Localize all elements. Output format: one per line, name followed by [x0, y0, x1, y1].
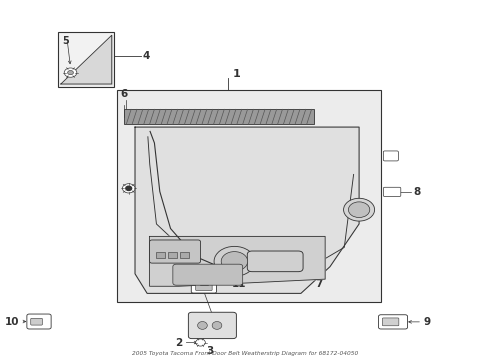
FancyBboxPatch shape — [172, 264, 242, 285]
Circle shape — [122, 184, 135, 193]
Bar — [123, 109, 313, 124]
Polygon shape — [61, 35, 112, 84]
Text: 6: 6 — [120, 89, 127, 99]
FancyBboxPatch shape — [382, 318, 398, 326]
Ellipse shape — [212, 321, 222, 329]
Circle shape — [348, 202, 369, 217]
Circle shape — [195, 339, 205, 346]
Text: 1: 1 — [232, 69, 240, 80]
Text: 11: 11 — [231, 279, 246, 289]
FancyBboxPatch shape — [378, 315, 407, 329]
Text: 10: 10 — [5, 316, 20, 327]
Circle shape — [64, 68, 77, 77]
Circle shape — [67, 71, 73, 75]
Text: 5: 5 — [62, 36, 69, 46]
Circle shape — [343, 198, 374, 221]
Polygon shape — [149, 237, 325, 286]
Ellipse shape — [197, 321, 207, 329]
Text: 7: 7 — [315, 279, 322, 289]
Circle shape — [214, 246, 254, 276]
FancyBboxPatch shape — [195, 279, 212, 291]
Bar — [116, 90, 380, 302]
Text: 8: 8 — [412, 187, 419, 197]
FancyBboxPatch shape — [383, 187, 400, 197]
FancyBboxPatch shape — [383, 151, 398, 161]
FancyBboxPatch shape — [31, 318, 42, 325]
Text: 2: 2 — [175, 338, 182, 347]
Text: 9: 9 — [423, 317, 430, 327]
Bar — [168, 252, 176, 258]
FancyBboxPatch shape — [191, 276, 216, 293]
Circle shape — [221, 252, 247, 271]
Text: 2005 Toyota Tacoma Front Door Belt Weatherstrip Diagram for 68172-04050: 2005 Toyota Tacoma Front Door Belt Weath… — [132, 351, 358, 356]
Polygon shape — [135, 127, 358, 293]
Bar — [180, 252, 188, 258]
Circle shape — [125, 186, 131, 190]
FancyBboxPatch shape — [188, 312, 236, 339]
FancyBboxPatch shape — [247, 251, 303, 272]
Bar — [58, 32, 114, 87]
Bar — [156, 252, 164, 258]
FancyBboxPatch shape — [27, 314, 51, 329]
Text: 3: 3 — [206, 346, 213, 356]
FancyBboxPatch shape — [149, 240, 200, 263]
Text: 4: 4 — [142, 51, 149, 62]
